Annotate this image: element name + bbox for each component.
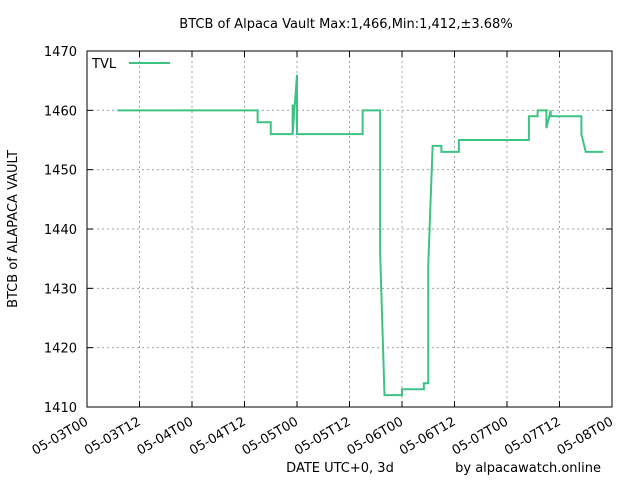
series-layer <box>117 74 604 397</box>
x-tick-label: 05-03T00 <box>30 414 91 458</box>
x-tick-label: 05-06T00 <box>345 414 406 458</box>
x-tick-label: 05-04T00 <box>135 414 196 458</box>
y-tick-label: 1430 <box>44 282 77 297</box>
chart-title: BTCB of Alpaca Vault Max:1,466,Min:1,412… <box>179 17 512 32</box>
y-tick-label: 1460 <box>44 104 77 119</box>
y-axis-label: BTCB of ALAPACA VAULT <box>6 150 21 308</box>
y-tick-label: 1470 <box>44 45 77 60</box>
y-tick-label: 1450 <box>44 164 77 179</box>
x-tick-label: 05-04T12 <box>187 414 248 458</box>
y-tick-labels: 1410 1420 1430 1440 1450 1460 1470 <box>44 45 77 416</box>
legend: TVL <box>91 57 170 72</box>
credit-text: by alpacawatch.online <box>455 461 601 476</box>
y-tick-label: 1440 <box>44 223 77 238</box>
series-line-tvl <box>117 74 604 397</box>
x-tick-label: 05-03T12 <box>82 414 143 458</box>
x-tick-label: 05-07T00 <box>450 414 511 458</box>
x-tick-label: 05-08T00 <box>555 414 616 458</box>
tick-marks <box>86 50 613 408</box>
legend-label-tvl: TVL <box>91 57 117 72</box>
y-tick-label: 1410 <box>44 401 77 416</box>
x-tick-label: 05-05T00 <box>240 414 301 458</box>
x-tick-label: 05-05T12 <box>292 414 353 458</box>
x-tick-label: 05-07T12 <box>502 414 563 458</box>
x-axis-label: DATE UTC+0, 3d <box>286 461 394 476</box>
x-tick-label: 05-06T12 <box>397 414 458 458</box>
y-tick-label: 1420 <box>44 342 77 357</box>
grid <box>87 51 612 407</box>
x-tick-labels: 05-03T0005-03T1205-04T0005-04T1205-05T00… <box>30 414 616 458</box>
